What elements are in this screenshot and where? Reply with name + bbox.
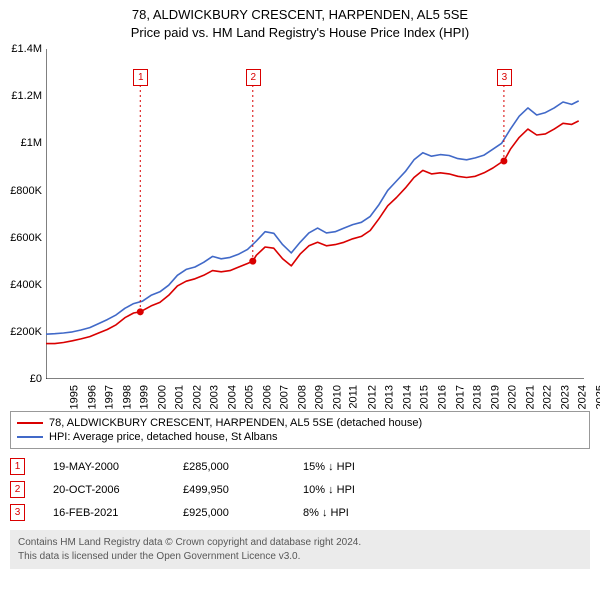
sale-pct-2: 8% ↓ HPI — [303, 507, 423, 519]
sale-row-1: 2 20-OCT-2006 £499,950 10% ↓ HPI — [10, 478, 590, 501]
footer-line-1: Contains HM Land Registry data © Crown c… — [18, 536, 582, 550]
x-tick-label: 2009 — [314, 385, 326, 409]
sale-marker-2: 3 — [10, 504, 25, 521]
x-tick-label: 2012 — [366, 385, 378, 409]
sale-date-0: 19-MAY-2000 — [53, 461, 183, 473]
chart-sale-marker-1: 1 — [133, 69, 148, 86]
chart-sale-marker-2: 2 — [246, 69, 261, 86]
title-line-2: Price paid vs. HM Land Registry's House … — [0, 24, 600, 42]
sale-marker-1: 2 — [10, 481, 25, 498]
legend-label-0: 78, ALDWICKBURY CRESCENT, HARPENDEN, AL5… — [49, 417, 422, 429]
x-tick-label: 1999 — [139, 385, 151, 409]
x-tick-label: 2007 — [279, 385, 291, 409]
x-tick-label: 2017 — [454, 385, 466, 409]
chart-container: 78, ALDWICKBURY CRESCENT, HARPENDEN, AL5… — [0, 0, 600, 590]
x-tick-label: 2021 — [524, 385, 536, 409]
x-tick-label: 2018 — [472, 385, 484, 409]
legend-row-0: 78, ALDWICKBURY CRESCENT, HARPENDEN, AL5… — [17, 416, 583, 430]
x-tick-label: 2016 — [436, 385, 448, 409]
x-tick-label: 2025 — [594, 385, 600, 409]
x-tick-label: 1995 — [68, 385, 80, 409]
x-tick-label: 2008 — [296, 385, 308, 409]
x-tick-label: 2006 — [261, 385, 273, 409]
legend-label-1: HPI: Average price, detached house, St A… — [49, 431, 278, 443]
sale-pct-1: 10% ↓ HPI — [303, 484, 423, 496]
x-tick-label: 2024 — [577, 385, 589, 409]
x-tick-label: 2013 — [384, 385, 396, 409]
x-tick-label: 2014 — [401, 385, 413, 409]
x-tick-label: 2010 — [331, 385, 343, 409]
title-line-1: 78, ALDWICKBURY CRESCENT, HARPENDEN, AL5… — [0, 6, 600, 24]
x-tick-label: 2015 — [419, 385, 431, 409]
sales-table: 1 19-MAY-2000 £285,000 15% ↓ HPI 2 20-OC… — [10, 455, 590, 524]
y-tick-label: £1M — [2, 137, 42, 149]
legend-swatch-0 — [17, 422, 43, 424]
x-tick-label: 1998 — [121, 385, 133, 409]
sale-marker-0: 1 — [10, 458, 25, 475]
y-tick-label: £400K — [2, 279, 42, 291]
y-tick-label: £0 — [2, 373, 42, 385]
legend-swatch-1 — [17, 436, 43, 438]
x-tick-label: 2023 — [559, 385, 571, 409]
x-tick-label: 2000 — [156, 385, 168, 409]
footer: Contains HM Land Registry data © Crown c… — [10, 530, 590, 569]
y-tick-label: £1.4M — [2, 43, 42, 55]
x-tick-label: 2001 — [174, 385, 186, 409]
x-tick-label: 2011 — [348, 385, 360, 409]
x-tick-label: 2004 — [226, 385, 238, 409]
x-tick-label: 1996 — [86, 385, 98, 409]
y-tick-label: £600K — [2, 232, 42, 244]
sale-price-2: £925,000 — [183, 507, 303, 519]
sale-price-0: £285,000 — [183, 461, 303, 473]
footer-line-2: This data is licensed under the Open Gov… — [18, 550, 582, 564]
x-tick-label: 2003 — [209, 385, 221, 409]
legend-row-1: HPI: Average price, detached house, St A… — [17, 430, 583, 444]
y-tick-label: £800K — [2, 185, 42, 197]
legend: 78, ALDWICKBURY CRESCENT, HARPENDEN, AL5… — [10, 411, 590, 449]
sale-pct-0: 15% ↓ HPI — [303, 461, 423, 473]
y-tick-label: £200K — [2, 326, 42, 338]
x-tick-label: 2005 — [244, 385, 256, 409]
y-tick-label: £1.2M — [2, 90, 42, 102]
x-tick-label: 2019 — [489, 385, 501, 409]
sale-row-0: 1 19-MAY-2000 £285,000 15% ↓ HPI — [10, 455, 590, 478]
x-tick-label: 1997 — [104, 385, 116, 409]
chart-area: £0£200K£400K£600K£800K£1M£1.2M£1.4M19951… — [46, 49, 584, 409]
x-tick-label: 2022 — [542, 385, 554, 409]
sale-price-1: £499,950 — [183, 484, 303, 496]
chart-sale-marker-3: 3 — [497, 69, 512, 86]
title-block: 78, ALDWICKBURY CRESCENT, HARPENDEN, AL5… — [0, 0, 600, 41]
line-chart-svg — [46, 49, 584, 379]
sale-date-2: 16-FEB-2021 — [53, 507, 183, 519]
sale-date-1: 20-OCT-2006 — [53, 484, 183, 496]
x-tick-label: 2020 — [507, 385, 519, 409]
x-tick-label: 2002 — [191, 385, 203, 409]
sale-row-2: 3 16-FEB-2021 £925,000 8% ↓ HPI — [10, 501, 590, 524]
